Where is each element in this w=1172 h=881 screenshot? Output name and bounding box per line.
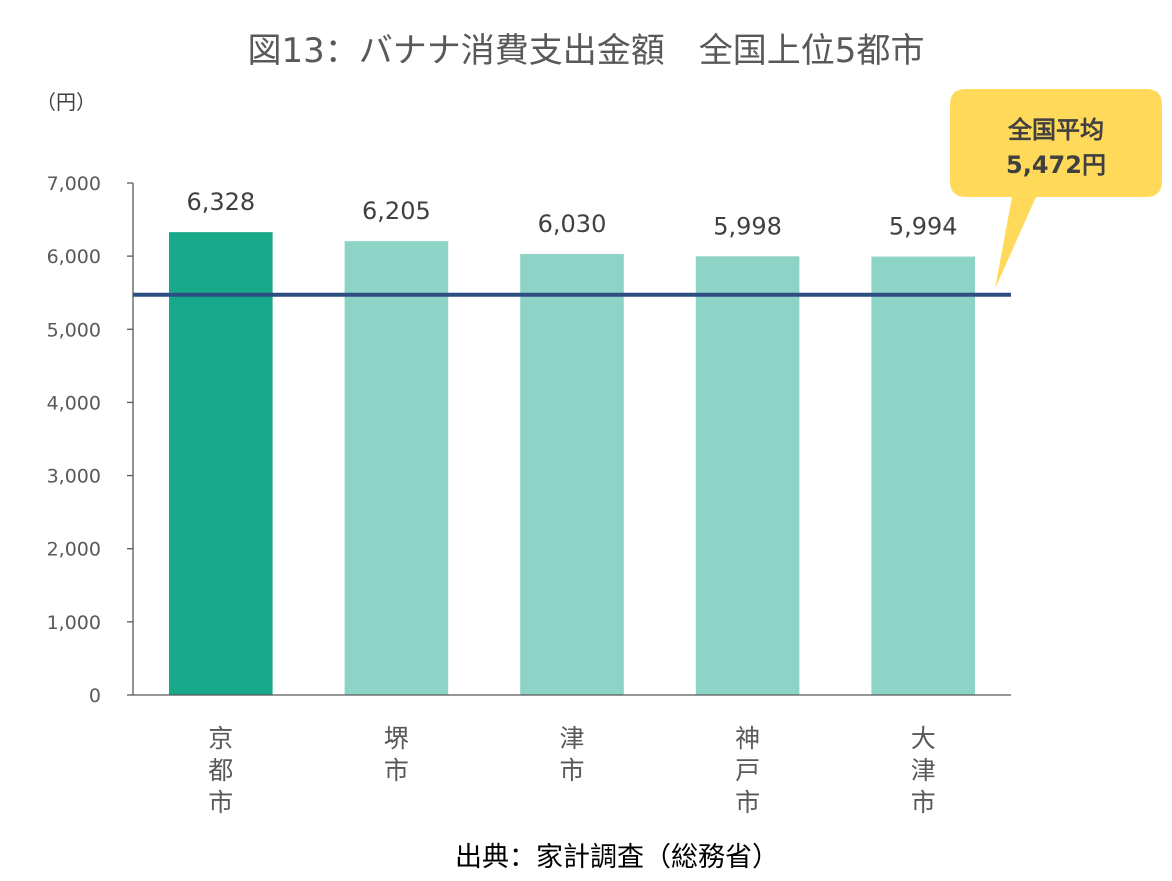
source-note: 出典：家計調査（総務省） (455, 842, 779, 873)
data-labels: 6,328 6,205 6,030 5,998 5,994 (186, 188, 957, 240)
bar-value-label: 6,030 (538, 210, 607, 238)
y-tick-label: 1,000 (47, 612, 101, 634)
bar (695, 256, 800, 695)
average-callout: 全国平均 5,472円 (950, 89, 1162, 289)
y-tick-label: 3,000 (47, 466, 101, 488)
bar-value-label: 5,994 (889, 213, 958, 241)
bar (344, 241, 449, 696)
bar-value-label: 6,328 (186, 188, 255, 216)
y-tick-label: 2,000 (47, 539, 101, 561)
bar (168, 232, 273, 696)
y-tick-label: 7,000 (47, 173, 101, 195)
bar-value-label: 5,998 (713, 212, 782, 240)
chart-title: 図13：バナナ消費支出金額 全国上位5都市 (248, 31, 925, 71)
y-tick-label: 4,000 (47, 392, 101, 414)
callout-label-line1: 全国平均 (1007, 116, 1104, 144)
y-tick-label: 6,000 (47, 246, 101, 268)
bars (168, 232, 976, 696)
category-label: 神戸市 (735, 724, 760, 817)
category-labels: 京都市 堺市 津市 神戸市 大津市 (208, 724, 935, 817)
bar (871, 256, 976, 695)
unit-label: （円） (36, 90, 96, 114)
y-tick-label: 5,000 (47, 319, 101, 341)
category-label: 堺市 (384, 724, 409, 785)
callout-label-line2: 5,472円 (1006, 151, 1106, 179)
y-axis-ticks: 0 1,000 2,000 3,000 4,000 5,000 6,000 7,000 (47, 173, 133, 707)
y-tick-label: 0 (89, 685, 101, 707)
category-label: 津市 (559, 724, 584, 785)
bar (520, 253, 624, 695)
bar-value-label: 6,205 (362, 197, 431, 225)
category-label: 大津市 (911, 724, 936, 817)
category-label: 京都市 (208, 724, 233, 817)
callout-bubble (950, 89, 1162, 289)
